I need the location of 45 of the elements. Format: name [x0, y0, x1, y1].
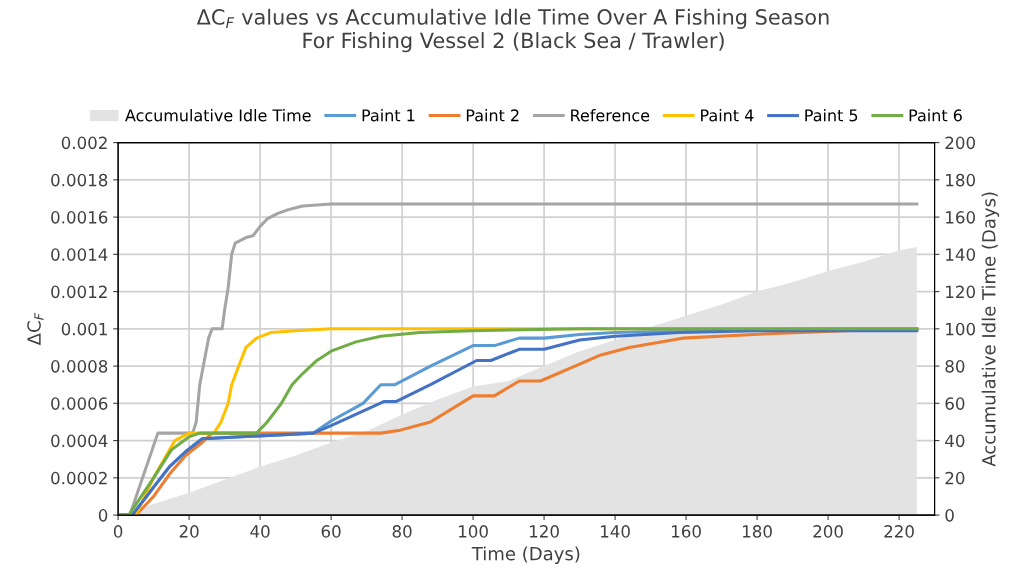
y-tick-label: 0.0014 — [51, 248, 108, 261]
x-tick-label: 80 — [392, 525, 412, 538]
legend-label: Paint 5 — [805, 109, 858, 122]
x-tick-label: 180 — [743, 525, 772, 538]
x-tick-label: 140 — [601, 525, 630, 538]
y-tick-label: 0.0018 — [51, 173, 108, 187]
x-tick-label: 120 — [530, 525, 559, 538]
x-tick-label: 0 — [113, 525, 123, 538]
y-tick-label: 0.0012 — [51, 285, 107, 299]
legend-label: Paint 2 — [466, 109, 519, 122]
legend-label: Paint 4 — [701, 109, 754, 122]
y-tick-label: 0.0004 — [51, 434, 108, 448]
chart-title: ΔC$_{F}$ values vs Accumulative Idle Time Over A Fishing Season For Fishing Vessel 2 (Black Sea / Trawler) — [196, 8, 829, 53]
y-tick-label: 0.0016 — [51, 211, 108, 224]
y2-tick-label: 60 — [945, 397, 965, 410]
y2-tick-label: 0 — [945, 509, 954, 522]
legend-label: Reference — [571, 109, 650, 122]
x-tick-label: 60 — [321, 525, 341, 538]
x-tick-label: 20 — [179, 525, 199, 538]
y-tick-label: 0.0002 — [51, 471, 107, 485]
x-tick-label: 200 — [813, 525, 843, 538]
x-tick-label: 100 — [459, 525, 488, 538]
y-tick-label: 0.002 — [61, 136, 107, 150]
y-tick-label: 0.0006 — [51, 397, 108, 410]
y2-tick-label: 140 — [946, 248, 975, 261]
y2-tick-label: 120 — [946, 285, 975, 299]
legend-label: Paint 6 — [909, 109, 962, 122]
legend-label: Paint 1 — [362, 109, 415, 122]
y2-tick-label: 160 — [946, 211, 975, 224]
x-tick-label: 220 — [884, 525, 914, 538]
y2-tick-label: 20 — [945, 471, 965, 485]
y2-tick-label: 180 — [946, 173, 975, 187]
x-tick-label: 160 — [672, 525, 701, 538]
y2-tick-label: 80 — [945, 360, 965, 373]
y2-tick-label: 200 — [945, 136, 975, 150]
y-tick-label: 0.0008 — [51, 360, 108, 373]
legend-label: Accumulative Idle Time — [125, 109, 311, 122]
y-axis-title: ΔC$_{F}$ — [27, 312, 44, 346]
y2-axis-title: Accumulative Idle Time (Days) — [981, 192, 1000, 467]
y-tick-label: 0 — [98, 509, 108, 522]
y-tick-label: 0.001 — [61, 322, 107, 336]
y2-tick-label: 100 — [946, 322, 975, 336]
x-axis-title: Time (Days) — [471, 546, 580, 564]
y2-tick-label: 40 — [945, 434, 965, 448]
x-tick-label: 40 — [250, 525, 270, 538]
